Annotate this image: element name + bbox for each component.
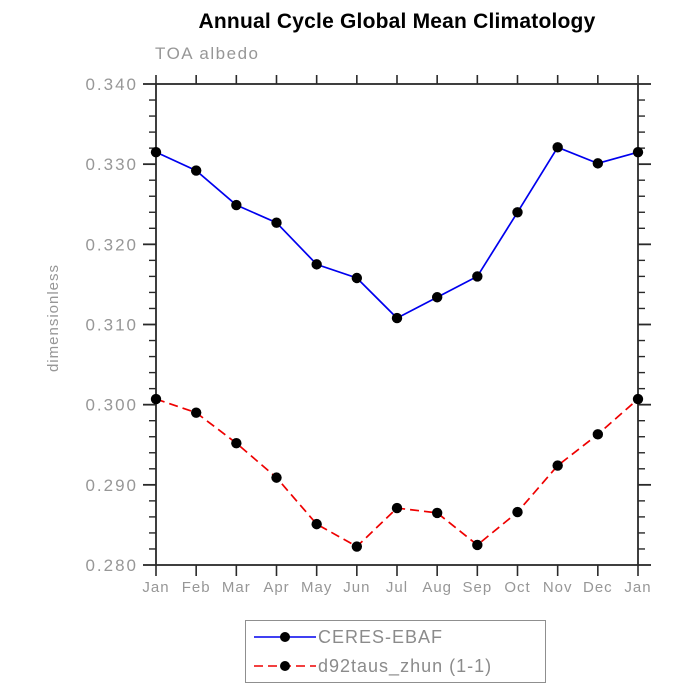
solid-line-with-dot-icon — [254, 632, 316, 642]
series-line — [155, 398, 639, 548]
data-point-marker — [190, 407, 202, 418]
legend-item-ceres-ebaf: CERES-EBAF — [252, 624, 545, 650]
legend: CERES-EBAF d92taus_zhun (1-1) — [245, 620, 546, 683]
data-point-marker — [592, 158, 604, 169]
x-tick-label: Dec — [583, 579, 613, 596]
data-point-marker — [271, 217, 282, 228]
x-tick-label: Feb — [182, 579, 211, 596]
data-point-marker — [391, 502, 403, 514]
data-point-marker — [632, 146, 644, 158]
x-tick-label: Jan — [624, 579, 651, 596]
dashed-line-with-dot-icon — [254, 661, 316, 671]
data-point-marker — [552, 142, 563, 153]
legend-item-d92taus-zhun: d92taus_zhun (1-1) — [252, 653, 545, 679]
data-point-marker — [632, 393, 644, 405]
data-point-marker — [311, 518, 322, 530]
x-tick-label: Apr — [263, 579, 289, 596]
y-tick-label: 0.300 — [85, 396, 138, 415]
data-point-marker — [190, 165, 202, 176]
legend-label: d92taus_zhun (1-1) — [318, 655, 493, 676]
data-point-marker — [351, 541, 363, 552]
data-point-marker — [512, 506, 523, 518]
chart-subtitle: TOA albedo — [155, 44, 260, 63]
data-point-marker — [431, 292, 443, 303]
x-tick-label: May — [301, 579, 332, 596]
data-point-marker — [271, 472, 282, 483]
x-tick-label: Nov — [543, 579, 573, 596]
x-tick-label: Jul — [386, 579, 408, 596]
y-tick-label: 0.280 — [85, 556, 138, 575]
data-point-marker — [351, 272, 363, 284]
data-point-marker — [311, 259, 322, 270]
series-line — [155, 146, 639, 320]
x-tick-label: Sep — [462, 579, 492, 596]
data-point-marker — [231, 437, 242, 449]
data-point-marker — [150, 393, 162, 405]
plot-frame — [155, 83, 639, 566]
y-tick-label: 0.290 — [85, 476, 138, 495]
y-tick-label: 0.310 — [85, 316, 138, 335]
x-tick-label: Mar — [222, 579, 251, 596]
data-point-marker — [592, 429, 604, 440]
data-point-marker — [472, 539, 483, 551]
data-point-marker — [472, 271, 483, 282]
data-point-marker — [431, 507, 443, 519]
x-tick-label: Oct — [504, 579, 530, 596]
chart-title: Annual Cycle Global Mean Climatology — [198, 10, 596, 33]
legend-label: CERES-EBAF — [318, 626, 444, 647]
x-tick-label: Aug — [422, 579, 452, 596]
y-tick-label: 0.320 — [85, 235, 138, 254]
y-tick-label: 0.330 — [85, 155, 138, 174]
data-point-marker — [150, 146, 162, 158]
y-tick-label: 0.340 — [85, 75, 138, 94]
data-point-marker — [552, 460, 563, 471]
data-point-marker — [512, 207, 523, 218]
x-tick-label: Jun — [343, 579, 370, 596]
data-point-marker — [391, 312, 403, 324]
data-point-marker — [231, 199, 242, 211]
x-tick-label: Jan — [142, 579, 169, 596]
